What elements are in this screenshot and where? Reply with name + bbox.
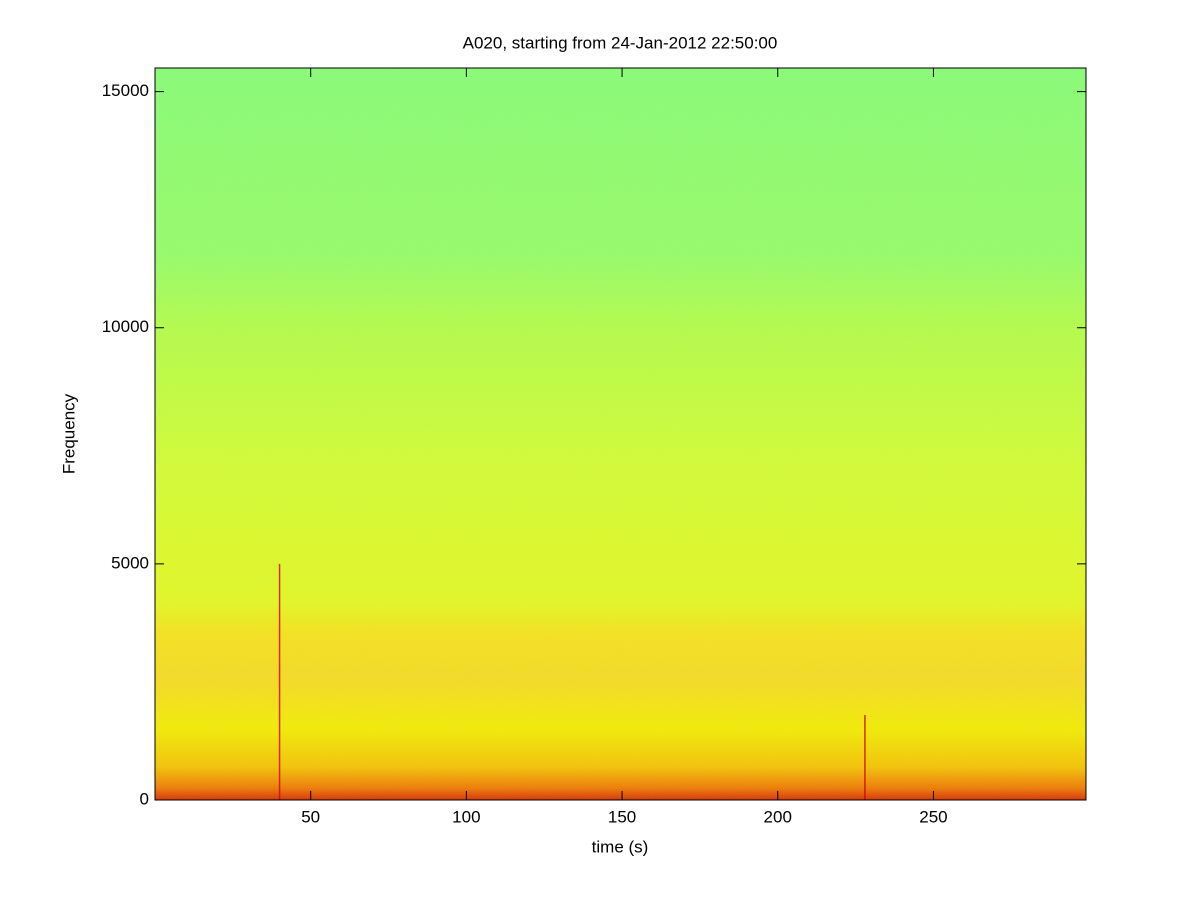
y-tick-label: 15000 [102,81,149,100]
y-axis-label: Frequency [59,393,78,474]
chart-title: A020, starting from 24-Jan-2012 22:50:00 [463,33,778,52]
y-tick-label: 10000 [102,317,149,336]
x-tick-label: 150 [608,807,636,826]
plot-frame [154,67,1087,801]
y-tick-label: 0 [140,789,149,808]
noise-texture [155,68,1086,800]
y-tick-label: 5000 [111,553,149,572]
x-tick-label: 50 [301,807,320,826]
x-tick-label: 100 [452,807,480,826]
x-tick-label: 250 [919,807,947,826]
x-axis-label: time (s) [592,837,649,856]
x-tick-label: 200 [764,807,792,826]
